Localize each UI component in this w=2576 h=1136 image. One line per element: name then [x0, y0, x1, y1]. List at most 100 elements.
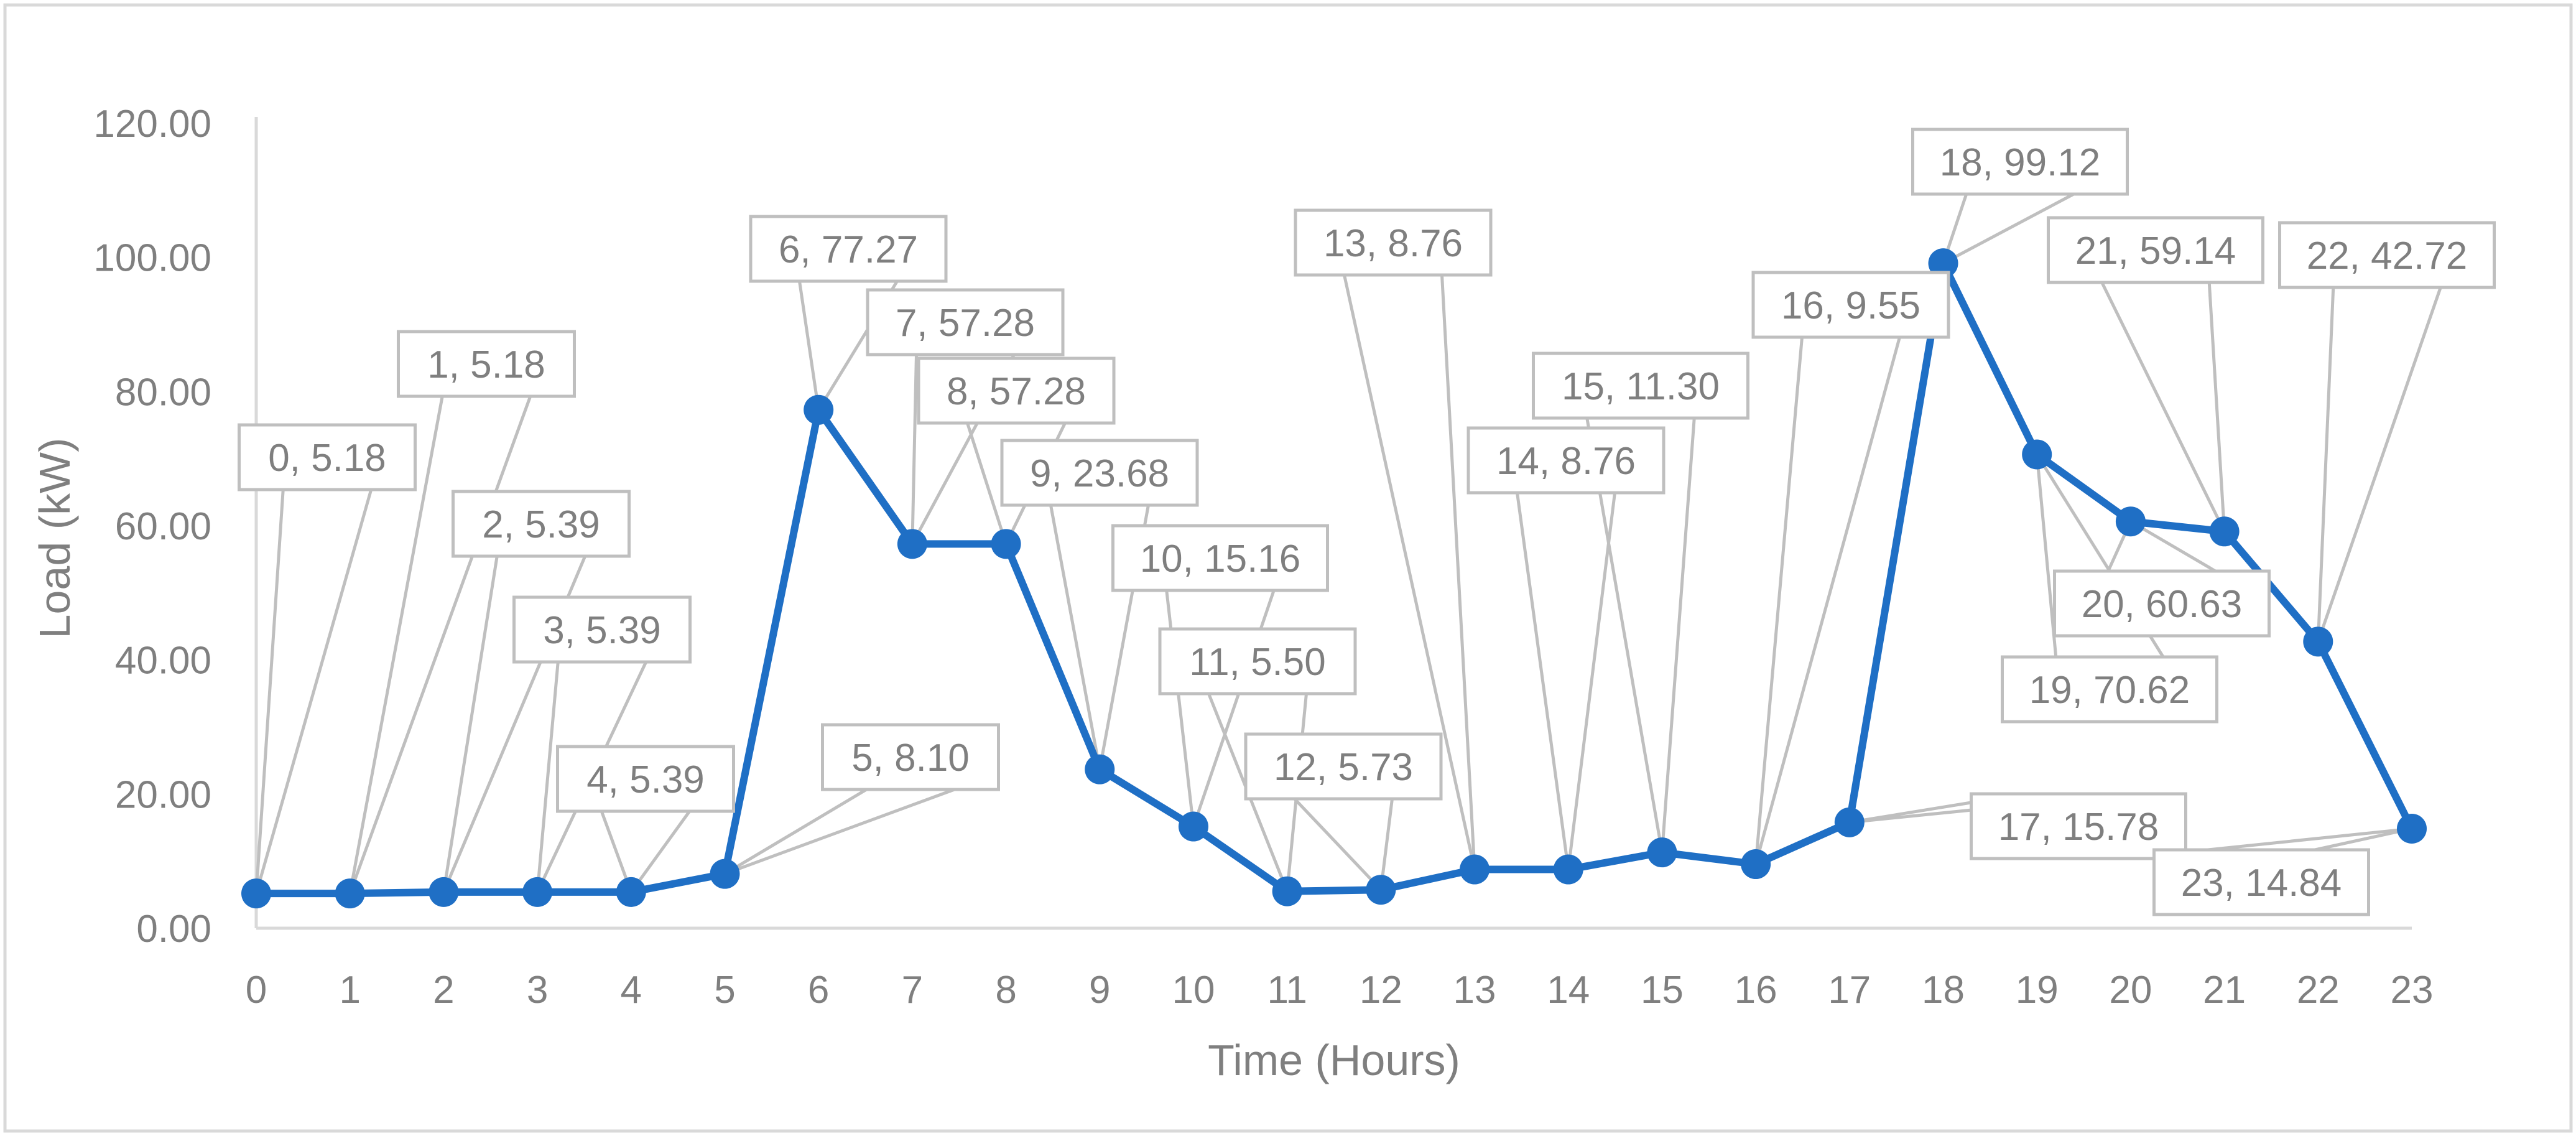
data-label: 2, 5.39 [482, 503, 600, 546]
data-label: 9, 23.68 [1030, 452, 1169, 495]
y-tick-label: 120.00 [93, 103, 211, 146]
x-axis: 0 1 2 3 4 5 6 7 8 9 10 11 12 13 14 15 16 17 18 19 20 21 22 23 [246, 926, 2434, 1012]
x-tick-label: 23 [2391, 969, 2434, 1012]
data-label-box [397, 330, 576, 398]
data-label: 11, 5.50 [1189, 641, 1325, 684]
data-label-box [917, 356, 1116, 425]
data-label: 12, 5.73 [1274, 746, 1413, 789]
data-label-box [749, 215, 948, 283]
data-point [2022, 439, 2052, 470]
x-tick-label: 8 [995, 969, 1016, 1012]
data-point [616, 877, 646, 907]
data-label-box [821, 723, 1000, 791]
data-label-box [1970, 792, 2187, 860]
data-label: 13, 8.76 [1323, 222, 1463, 265]
x-tick-label: 19 [2016, 969, 2059, 1012]
data-label: 22, 42.72 [2307, 235, 2468, 277]
y-tick-label: 100.00 [93, 237, 211, 280]
data-point [2303, 626, 2333, 657]
data-point [1553, 854, 1583, 885]
data-label: 17, 15.78 [1998, 806, 2159, 849]
x-tick-label: 4 [621, 969, 642, 1012]
data-label-box [1000, 439, 1199, 507]
y-tick-label: 80.00 [115, 371, 211, 414]
data-point [2115, 506, 2146, 537]
x-tick-label: 10 [1172, 969, 1215, 1012]
data-label-box [238, 423, 417, 491]
data-point [429, 877, 459, 907]
data-label: 7, 57.28 [896, 302, 1035, 345]
data-point [1647, 837, 1677, 868]
x-tick-label: 9 [1089, 969, 1110, 1012]
data-label-box [452, 490, 631, 558]
x-tick-label: 2 [433, 969, 454, 1012]
data-label: 6, 77.27 [779, 228, 918, 271]
data-label: 21, 59.14 [2075, 230, 2236, 272]
data-label: 4, 5.39 [586, 758, 705, 801]
data-label-box [556, 745, 735, 813]
data-label-box [2001, 655, 2218, 724]
x-tick-label: 1 [339, 969, 360, 1012]
y-axis-title: Load (kW) [30, 438, 79, 639]
data-label-box [2053, 569, 2271, 638]
data-point [2397, 813, 2427, 844]
data-label: 16, 9.55 [1781, 284, 1920, 327]
data-point [710, 859, 740, 889]
series-line [256, 259, 2416, 898]
x-tick-label: 15 [1641, 969, 1684, 1012]
data-label: 23, 14.84 [2181, 862, 2342, 905]
x-axis-title: Time (Hours) [1208, 1036, 1460, 1084]
data-label: 19, 70.62 [2029, 669, 2190, 712]
data-label: 0, 5.18 [268, 437, 386, 480]
x-tick-label: 14 [1547, 969, 1590, 1012]
data-point [1741, 849, 1771, 880]
data-point [897, 529, 927, 559]
y-tick-label: 0.00 [136, 908, 211, 951]
data-point [1272, 876, 1302, 906]
data-label-box [1294, 208, 1493, 277]
data-label: 5, 8.10 [851, 737, 970, 780]
data-label-box [2152, 848, 2370, 916]
y-axis: 0.00 20.00 40.00 60.00 80.00 100.00 120.00 [93, 103, 258, 951]
data-label-box [866, 288, 1065, 356]
data-label-box [1244, 732, 1443, 801]
x-tick-label: 7 [902, 969, 923, 1012]
x-tick-label: 21 [2203, 969, 2246, 1012]
data-label: 1, 5.18 [427, 343, 545, 386]
x-tick-label: 20 [2109, 969, 2152, 1012]
x-tick-label: 22 [2297, 969, 2340, 1012]
data-label-box [1466, 426, 1666, 495]
data-label-box [1158, 627, 1357, 696]
data-point [1928, 248, 1958, 279]
data-labels: 0, 5.18 1, 5.18 2, 5.39 3, 5.39 4, 5.39 5, 8.… [238, 128, 2496, 916]
x-tick-label: 16 [1735, 969, 1777, 1012]
data-point [991, 529, 1021, 559]
data-label: 15, 11.30 [1562, 365, 1720, 408]
data-label: 3, 5.39 [543, 609, 661, 652]
data-point [1178, 811, 1208, 842]
x-tick-label: 12 [1360, 969, 1402, 1012]
y-tick-label: 60.00 [115, 505, 211, 548]
data-label: 8, 57.28 [947, 370, 1086, 413]
data-point [1834, 807, 1865, 837]
x-tick-label: 13 [1453, 969, 1496, 1012]
data-label-box [1111, 524, 1329, 592]
data-label: 10, 15.16 [1140, 538, 1301, 580]
data-point [241, 878, 271, 909]
data-point [1366, 875, 1396, 905]
data-label-box [1532, 352, 1749, 420]
data-label-box [2047, 216, 2264, 284]
y-tick-label: 20.00 [115, 773, 211, 816]
x-tick-label: 17 [1828, 969, 1871, 1012]
data-label-box [2278, 221, 2496, 289]
x-tick-label: 11 [1267, 969, 1307, 1012]
data-label: 20, 60.63 [2082, 583, 2243, 626]
data-point [804, 394, 834, 425]
x-tick-label: 18 [1922, 969, 1965, 1012]
x-tick-label: 3 [527, 969, 548, 1012]
data-label: 18, 99.12 [1940, 141, 2101, 184]
series-group [241, 248, 2427, 909]
data-label-box [1751, 271, 1950, 339]
